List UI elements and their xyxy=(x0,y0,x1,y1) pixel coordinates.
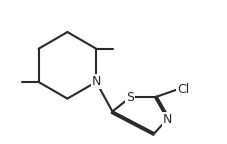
Text: N: N xyxy=(162,113,171,126)
Text: Cl: Cl xyxy=(176,83,188,96)
Text: N: N xyxy=(91,75,101,88)
Text: S: S xyxy=(126,91,134,104)
